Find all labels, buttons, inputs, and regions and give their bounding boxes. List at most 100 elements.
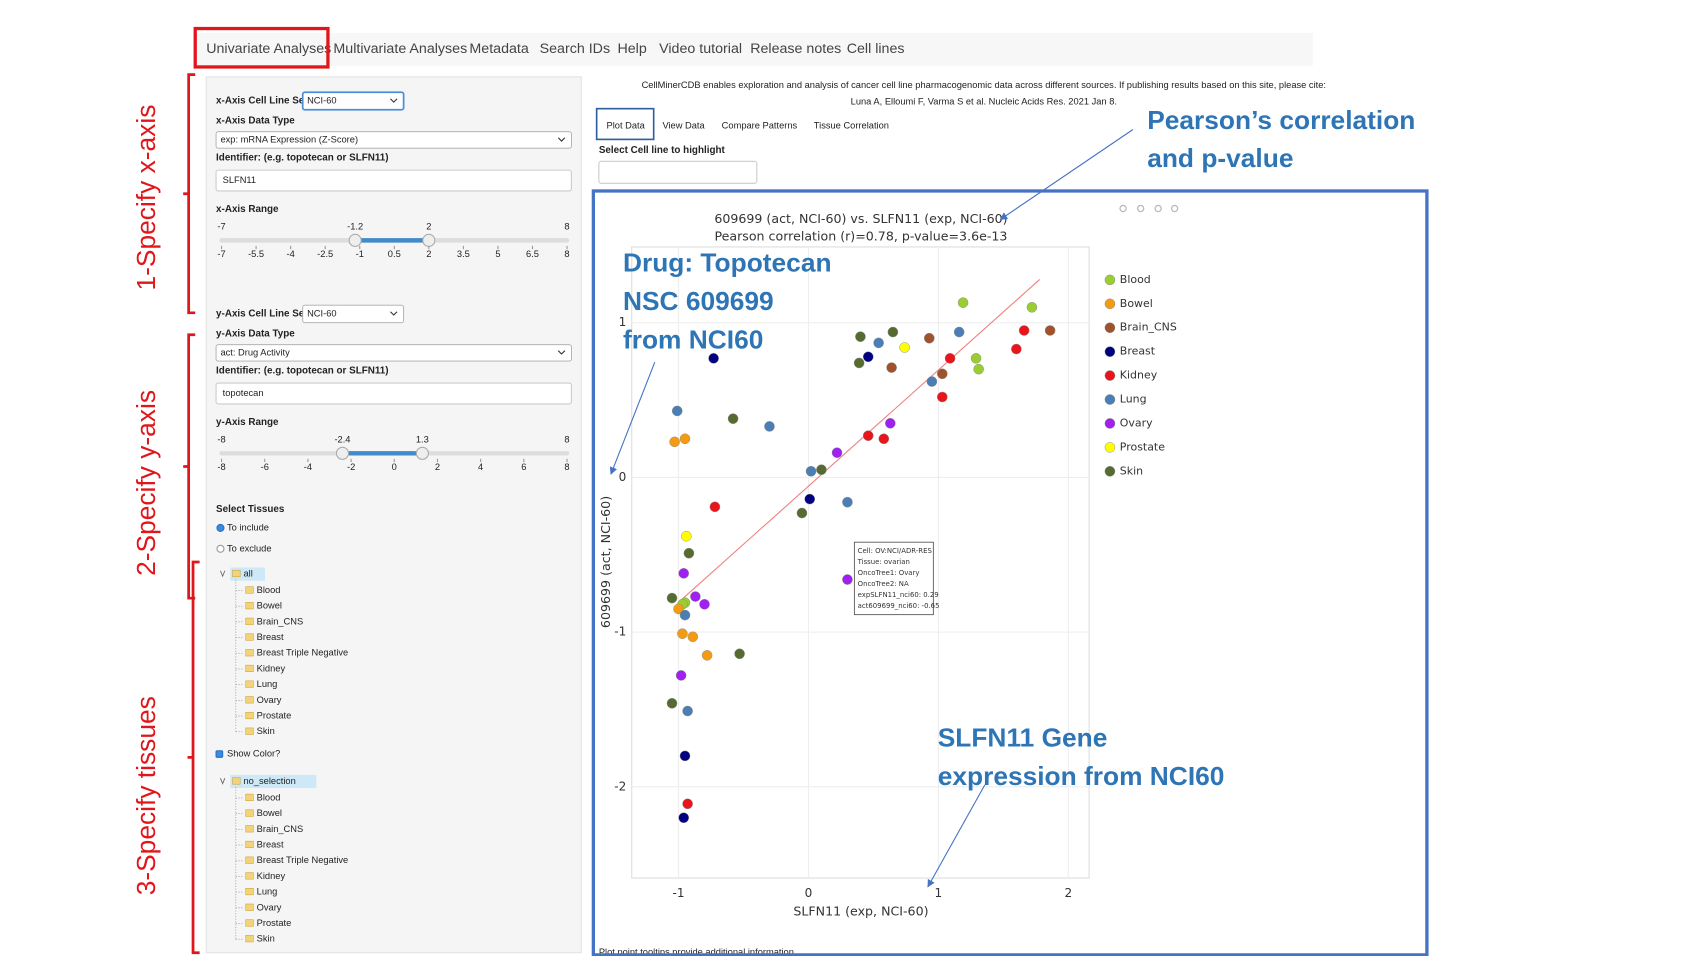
data-point[interactable] [679, 433, 691, 445]
data-point[interactable] [673, 603, 684, 615]
tree-item[interactable]: Prostate [257, 918, 292, 928]
data-point[interactable] [675, 670, 687, 681]
data-point[interactable] [853, 357, 865, 369]
data-point[interactable] [805, 465, 817, 477]
checkbox[interactable] [215, 750, 224, 758]
data-point[interactable] [1018, 325, 1030, 336]
data-point[interactable] [669, 436, 680, 448]
tree-root[interactable]: no_selection [243, 776, 295, 786]
data-point[interactable] [842, 574, 853, 585]
data-point[interactable] [842, 496, 853, 508]
data-point[interactable] [681, 530, 692, 542]
data-point[interactable] [666, 698, 678, 709]
identifier-input[interactable] [215, 169, 572, 192]
data-point[interactable] [683, 547, 695, 559]
tree-item[interactable]: Blood [257, 792, 281, 802]
data-point[interactable] [862, 430, 874, 441]
tree-item[interactable]: Breast [257, 840, 284, 850]
modebar-icon[interactable] [1154, 204, 1162, 213]
identifier-input[interactable] [215, 382, 572, 405]
tree-item[interactable]: Breast Triple Negative [257, 855, 349, 865]
tree-item[interactable]: Skin [257, 726, 275, 736]
data-type-select[interactable] [215, 344, 572, 362]
nav-tab[interactable]: Univariate Analyses [206, 41, 331, 57]
data-point[interactable] [855, 331, 866, 342]
data-point[interactable] [924, 332, 935, 344]
citation-link[interactable]: Luna A, Elloumi F, Varma S et al. Nuclei… [851, 97, 1117, 107]
data-point[interactable] [727, 413, 739, 424]
modebar-icon[interactable] [1119, 204, 1127, 213]
data-point[interactable] [926, 376, 938, 387]
slider-handle[interactable] [415, 446, 429, 460]
data-point[interactable] [734, 648, 745, 660]
data-point[interactable] [679, 750, 691, 762]
nav-tab[interactable]: Multivariate Analyses [333, 41, 467, 57]
data-point[interactable] [886, 362, 897, 373]
data-point[interactable] [957, 297, 969, 308]
highlight-input[interactable] [598, 160, 758, 184]
data-point[interactable] [709, 501, 721, 513]
tree-item[interactable]: Skin [257, 934, 275, 944]
data-point[interactable] [678, 812, 689, 824]
plot-tab[interactable]: Plot Data [607, 121, 646, 131]
data-point[interactable] [1011, 343, 1022, 355]
data-point[interactable] [937, 368, 948, 380]
plot-tab[interactable]: View Data [662, 121, 705, 131]
legend-label[interactable]: Blood [1120, 273, 1151, 286]
radio[interactable] [216, 544, 225, 553]
nav-tab[interactable]: Search IDs [540, 41, 610, 57]
data-point[interactable] [666, 592, 678, 604]
data-type-select[interactable] [215, 131, 572, 149]
data-point[interactable] [796, 507, 808, 519]
tree-item[interactable]: Breast [257, 632, 284, 642]
data-point[interactable] [878, 433, 890, 445]
legend-label[interactable]: Brain_CNS [1120, 321, 1177, 334]
legend-label[interactable]: Lung [1120, 393, 1147, 406]
tree-item[interactable]: Blood [257, 585, 281, 595]
tree-item[interactable]: Lung [257, 679, 278, 689]
tree-item[interactable]: Prostate [257, 711, 292, 721]
data-point[interactable] [699, 599, 710, 610]
data-point[interactable] [953, 326, 965, 338]
plot-tab[interactable]: Tissue Correlation [814, 121, 889, 131]
data-point[interactable] [899, 342, 910, 353]
data-point[interactable] [816, 464, 827, 475]
tree-item[interactable]: Kidney [257, 663, 286, 673]
data-point[interactable] [973, 363, 984, 375]
legend-label[interactable]: Ovary [1120, 416, 1153, 429]
cell-line-select[interactable] [302, 304, 405, 324]
modebar-icon[interactable] [1136, 204, 1145, 213]
data-point[interactable] [944, 353, 956, 364]
legend-label[interactable]: Bowel [1120, 297, 1153, 310]
tree-item[interactable]: Ovary [257, 695, 282, 705]
data-point[interactable] [678, 568, 689, 579]
tree-item[interactable]: Breast Triple Negative [257, 648, 349, 658]
radio[interactable] [216, 523, 225, 533]
data-point[interactable] [831, 447, 843, 458]
slider-handle[interactable] [335, 446, 350, 460]
modebar-icon[interactable] [1170, 204, 1179, 213]
data-point[interactable] [937, 391, 948, 403]
tree-item[interactable]: Brain_CNS [257, 824, 304, 834]
data-point[interactable] [677, 628, 688, 639]
nav-tab[interactable]: Release notes [750, 41, 841, 57]
nav-tab[interactable]: Metadata [469, 41, 528, 57]
nav-tab[interactable]: Help [617, 41, 646, 57]
nav-tab[interactable]: Cell lines [847, 41, 905, 57]
tree-item[interactable]: Ovary [257, 902, 282, 912]
tree-item[interactable]: Brain_CNS [257, 616, 304, 626]
data-point[interactable] [885, 418, 896, 429]
cell-line-select[interactable] [301, 91, 405, 111]
tree-item[interactable]: Bowel [257, 601, 282, 611]
slider-handle[interactable] [348, 233, 362, 247]
data-point[interactable] [873, 337, 884, 349]
legend-label[interactable]: Prostate [1120, 440, 1165, 453]
tree-item[interactable]: Bowel [257, 808, 282, 818]
data-point[interactable] [970, 353, 982, 364]
data-point[interactable] [679, 609, 691, 621]
tree-item[interactable]: Kidney [257, 871, 286, 881]
data-point[interactable] [682, 705, 693, 717]
tree-root[interactable]: all [243, 569, 252, 579]
data-point[interactable] [690, 591, 701, 602]
data-point[interactable] [708, 353, 719, 364]
